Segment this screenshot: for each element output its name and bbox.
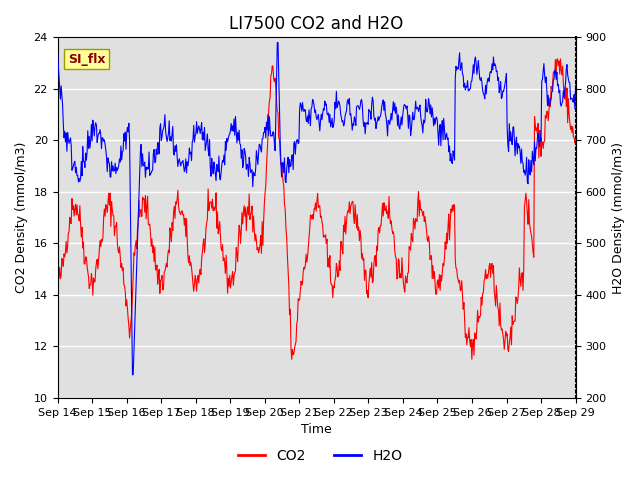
Y-axis label: CO2 Density (mmol/m3): CO2 Density (mmol/m3) [15, 142, 28, 293]
H2O [572, 83, 579, 88]
H2O [273, 40, 281, 46]
CO2 [572, 138, 579, 144]
CO2 [54, 276, 61, 281]
CO2 [196, 266, 204, 272]
H2O [63, 148, 71, 154]
H2O [396, 126, 404, 132]
Line: CO2: CO2 [58, 59, 575, 360]
H2O [197, 126, 205, 132]
CO2 [63, 250, 71, 256]
CO2 [396, 257, 403, 263]
H2O [170, 150, 177, 156]
Legend: CO2, H2O: CO2, H2O [232, 443, 408, 468]
Y-axis label: H2O Density (mmol/m3): H2O Density (mmol/m3) [612, 142, 625, 294]
Line: H2O: H2O [58, 43, 575, 375]
Title: LI7500 CO2 and H2O: LI7500 CO2 and H2O [229, 15, 404, 33]
H2O [116, 159, 124, 165]
CO2 [557, 56, 564, 62]
CO2 [116, 253, 124, 259]
H2O [54, 50, 61, 56]
CO2 [288, 357, 296, 362]
X-axis label: Time: Time [301, 423, 332, 436]
CO2 [380, 200, 388, 205]
Text: SI_flx: SI_flx [68, 53, 106, 66]
H2O [129, 372, 136, 378]
H2O [381, 99, 388, 105]
CO2 [169, 228, 177, 233]
